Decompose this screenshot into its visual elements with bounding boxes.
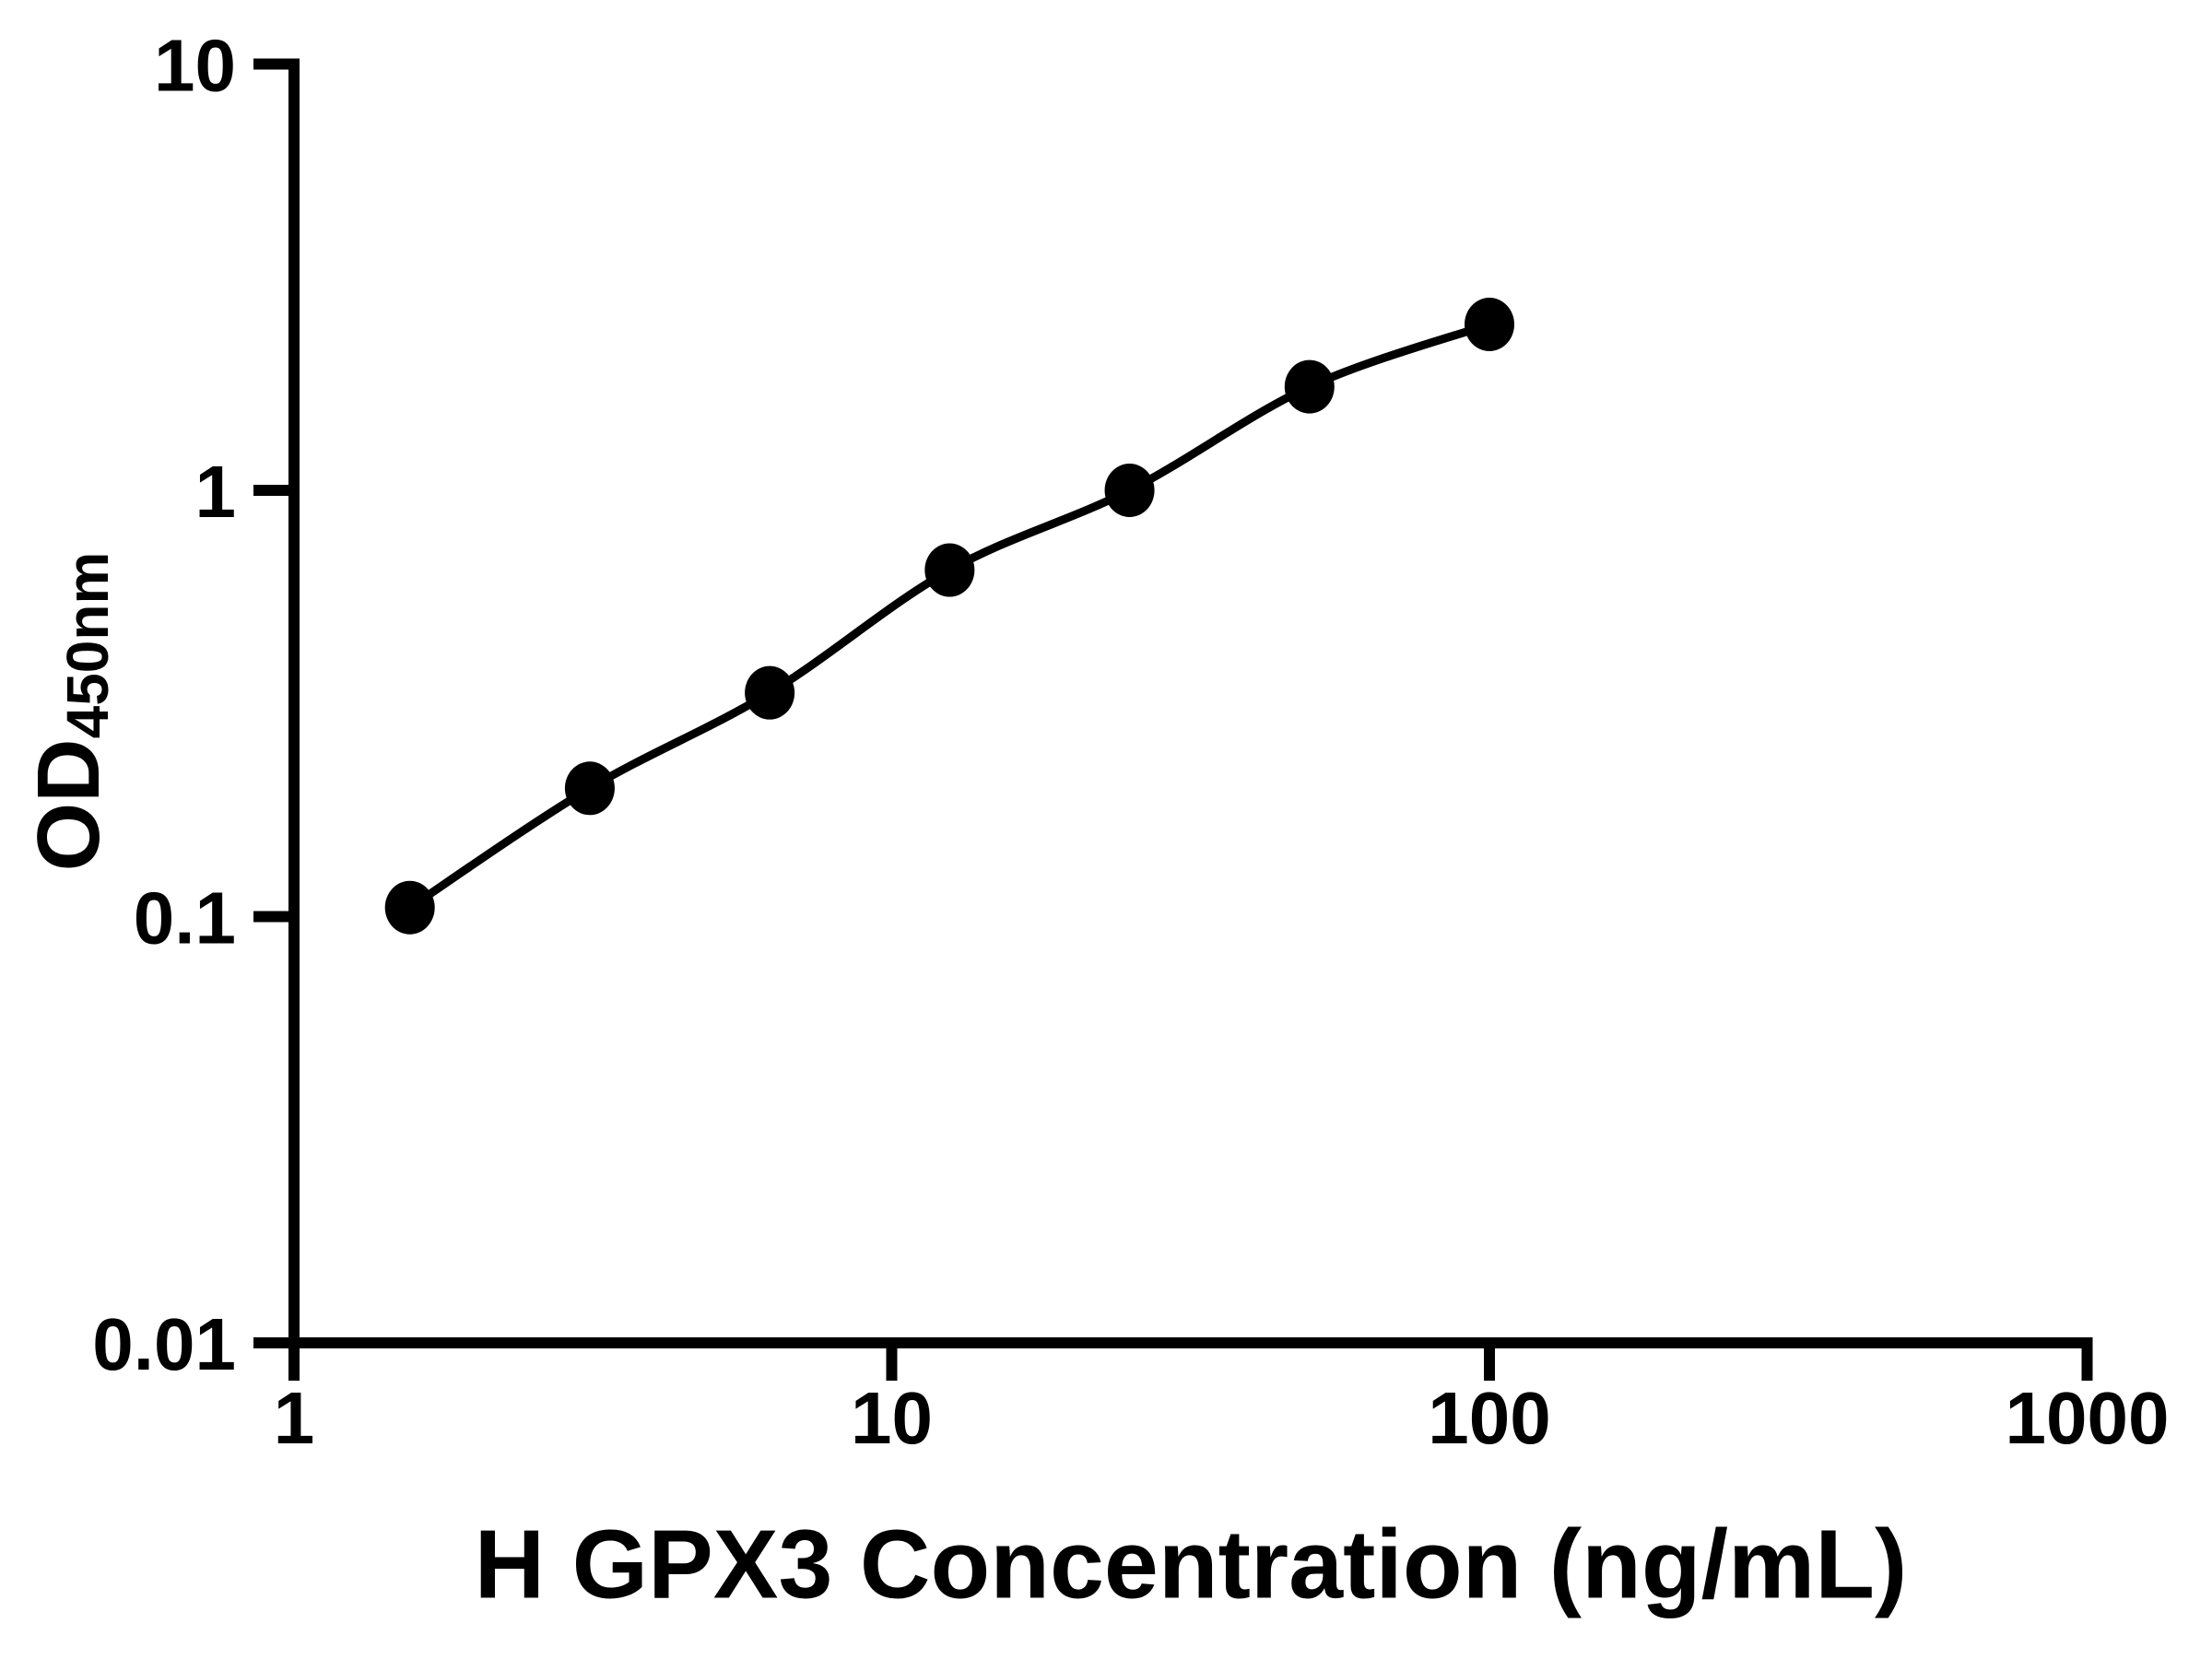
data-point	[745, 665, 795, 720]
x-tick-label: 1000	[2006, 1377, 2170, 1459]
data-point	[1104, 464, 1155, 517]
data-point	[1284, 359, 1335, 414]
data-point	[924, 543, 975, 597]
x-axis-title: H GPX3 Concentration (ng/mL)	[474, 1510, 1908, 1619]
data-point	[384, 880, 435, 935]
y-axis-line	[253, 58, 300, 1381]
data-point	[564, 761, 615, 816]
y-tick-label: 10	[154, 25, 236, 107]
y-tick-label: 1	[195, 451, 237, 533]
data-point	[1465, 298, 1514, 352]
y-axis-title-main: OD	[19, 738, 118, 872]
y-tick-label: 0.1	[134, 877, 236, 959]
x-tick-label: 10	[851, 1377, 933, 1459]
y-axis-title: OD450nm	[18, 552, 122, 872]
x-tick-label: 1	[274, 1377, 315, 1459]
x-axis-line	[253, 1337, 2093, 1381]
y-axis-title-subscript: 450nm	[54, 551, 121, 739]
curve-line	[406, 320, 1494, 912]
x-tick-label: 100	[1428, 1377, 1550, 1459]
y-tick-label: 0.01	[92, 1303, 236, 1385]
